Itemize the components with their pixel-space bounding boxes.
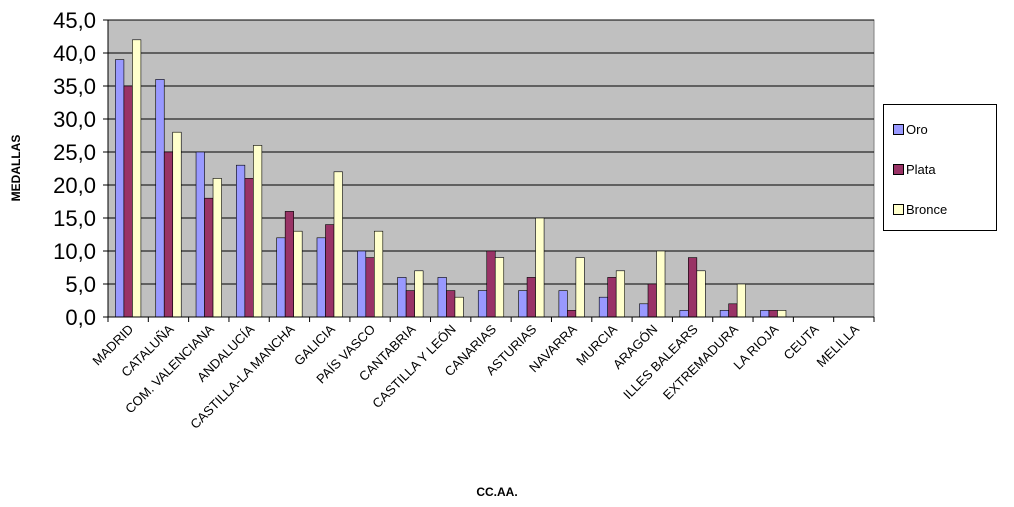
bar-bronce — [172, 131, 182, 318]
x-tick-label: LA RIOJA — [730, 321, 781, 372]
bar-plata — [123, 85, 133, 318]
bar-bronce — [494, 257, 505, 318]
y-tick-label: 10,0 — [53, 239, 96, 264]
legend-item-bronce: Bronce — [893, 202, 947, 217]
bar-plata — [728, 303, 738, 318]
bar-oro — [719, 310, 729, 318]
bar-oro — [276, 237, 286, 318]
bar-plata — [405, 290, 415, 318]
bar-bronce — [736, 283, 746, 318]
bar-oro — [679, 310, 689, 318]
y-tick-label: 35,0 — [53, 74, 96, 99]
bar-plata — [486, 250, 496, 318]
bar-plata — [567, 310, 577, 318]
bar-bronce — [132, 39, 142, 318]
x-axis-title: CC.AA. — [476, 485, 517, 499]
bar-plata — [163, 151, 174, 318]
bar-oro — [397, 277, 407, 318]
bar-plata — [365, 257, 375, 318]
bar-plata — [204, 197, 214, 318]
x-tick-label: MELILLA — [814, 321, 863, 370]
bar-oro — [155, 79, 165, 318]
bar-oro — [316, 237, 326, 318]
bar-plata — [325, 224, 335, 318]
legend-label-plata: Plata — [906, 162, 936, 177]
bar-plata — [284, 211, 294, 318]
bar-bronce — [374, 230, 384, 318]
bar-oro — [437, 277, 447, 318]
bar-plata — [244, 178, 254, 318]
y-tick-label: 40,0 — [53, 41, 96, 66]
bar-oro — [558, 290, 568, 318]
bar-bronce — [656, 250, 666, 318]
bar-bronce — [253, 145, 263, 318]
bar-plata — [446, 290, 456, 318]
bar-plata — [647, 283, 657, 318]
bar-bronce — [777, 310, 787, 318]
legend-item-oro: Oro — [893, 122, 928, 137]
gridlines — [108, 19, 874, 285]
bar-bronce — [333, 171, 343, 318]
bar-bronce — [615, 270, 625, 318]
bar-oro — [639, 303, 649, 318]
y-tick-label: 30,0 — [53, 107, 96, 132]
bar-plata — [688, 257, 698, 318]
y-tick-label: 0,0 — [65, 305, 96, 330]
bar-bronce — [575, 257, 585, 318]
bar-oro — [195, 151, 205, 318]
bar-oro — [518, 290, 528, 318]
legend-label-oro: Oro — [906, 122, 928, 137]
bar-oro — [477, 290, 488, 318]
y-axis-title: MEDALLAS — [9, 135, 23, 202]
legend-swatch-bronce — [893, 204, 904, 215]
y-tick-label: 20,0 — [53, 173, 96, 198]
legend: Oro Plata Bronce — [883, 104, 997, 231]
bar-bronce — [535, 217, 545, 318]
legend-swatch-plata — [893, 164, 904, 175]
x-tick-label: ILLES BALEARS — [620, 321, 701, 402]
y-tick-label: 15,0 — [53, 206, 96, 231]
bar-bronce — [454, 296, 464, 318]
bar-bronce — [414, 270, 424, 318]
legend-label-bronce: Bronce — [906, 202, 948, 217]
bars — [115, 39, 787, 318]
legend-item-plata: Plata — [893, 162, 936, 177]
y-tick-labels: 0,0 5,0 10,0 15,0 20,0 25,0 30,0 35,0 40,0 45,0 — [53, 8, 96, 330]
bar-plata — [768, 310, 778, 318]
bar-bronce — [212, 178, 222, 318]
y-tick-label: 5,0 — [65, 272, 96, 297]
bar-oro — [760, 310, 770, 318]
bar-bronce — [696, 270, 706, 318]
y-tick-label: 25,0 — [53, 140, 96, 165]
bar-oro — [236, 164, 246, 318]
bar-bronce — [293, 230, 303, 318]
bar-plata — [607, 277, 617, 318]
bar-oro — [115, 59, 125, 318]
axes — [103, 19, 875, 322]
legend-swatch-oro — [893, 124, 904, 135]
bar-oro — [598, 296, 608, 318]
bar-plata — [526, 277, 536, 318]
bar-oro — [357, 250, 367, 318]
y-tick-label: 45,0 — [53, 8, 96, 33]
